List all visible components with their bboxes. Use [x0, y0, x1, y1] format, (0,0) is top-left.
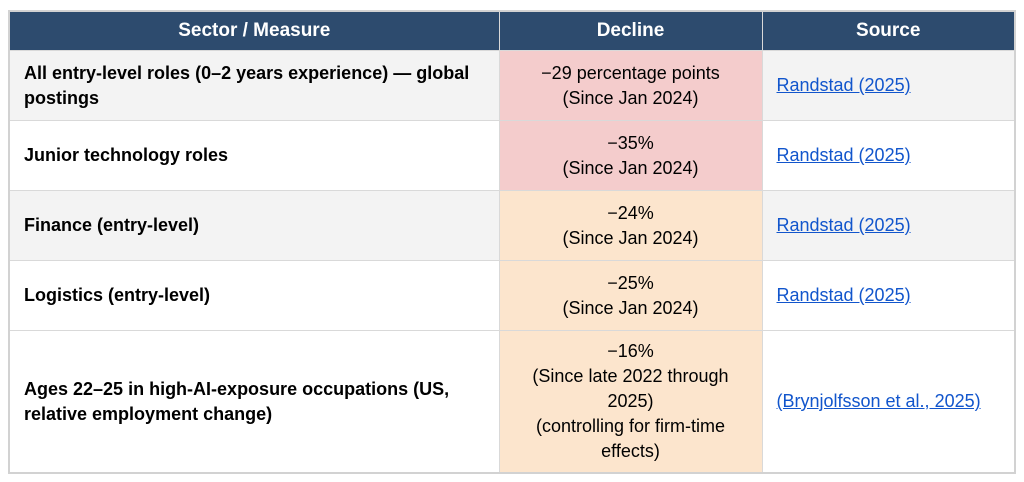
source-cell: Randstad (2025) — [761, 260, 1016, 331]
header-source: Source — [761, 10, 1016, 51]
sector-cell: Logistics (entry-level) — [8, 260, 500, 331]
decline-cell: −16% (Since late 2022 through 2025) (contr… — [498, 330, 763, 474]
table-row: Finance (entry-level) −24% (Since Jan 202… — [8, 190, 1016, 261]
decline-line: −35% — [607, 132, 654, 153]
decline-line: −29 percentage points — [541, 62, 720, 83]
source-cell: Randstad (2025) — [761, 190, 1016, 261]
sector-cell: All entry-level roles (0–2 years experie… — [8, 50, 500, 121]
header-sector-measure: Sector / Measure — [8, 10, 500, 51]
sector-cell: Finance (entry-level) — [8, 190, 500, 261]
sector-cell: Ages 22–25 in high-AI-exposure occupatio… — [8, 330, 500, 474]
decline-line: (Since Jan 2024) — [562, 297, 699, 318]
table-row: Junior technology roles −35% (Since Jan 2… — [8, 120, 1016, 191]
table-row: Logistics (entry-level) −25% (Since Jan 2… — [8, 260, 1016, 331]
source-link[interactable]: Randstad (2025) — [776, 145, 911, 165]
decline-line: −25% — [607, 272, 654, 293]
decline-line: −16% — [607, 341, 654, 361]
decline-line: (controlling for firm-time effects) — [535, 416, 726, 461]
source-link[interactable]: (Brynjolfsson et al., 2025) — [776, 391, 981, 411]
source-cell: (Brynjolfsson et al., 2025) — [761, 330, 1016, 474]
decline-cell: −29 percentage points (Since Jan 2024) — [498, 50, 763, 121]
sector-cell: Junior technology roles — [8, 120, 500, 191]
decline-cell: −24% (Since Jan 2024) — [498, 190, 763, 261]
decline-cell: −25% (Since Jan 2024) — [498, 260, 763, 331]
source-cell: Randstad (2025) — [761, 120, 1016, 191]
header-decline: Decline — [498, 10, 763, 51]
decline-line: (Since Jan 2024) — [562, 87, 699, 108]
decline-line: (Since Jan 2024) — [562, 157, 699, 178]
source-link[interactable]: Randstad (2025) — [776, 285, 911, 305]
table-header-row: Sector / Measure Decline Source — [8, 10, 1016, 51]
source-link[interactable]: Randstad (2025) — [776, 75, 911, 95]
decline-cell: −35% (Since Jan 2024) — [498, 120, 763, 191]
source-link[interactable]: Randstad (2025) — [776, 215, 911, 235]
table-row: Ages 22–25 in high-AI-exposure occupatio… — [8, 330, 1016, 474]
table-row: All entry-level roles (0–2 years experie… — [8, 50, 1016, 121]
source-cell: Randstad (2025) — [761, 50, 1016, 121]
decline-table: Sector / Measure Decline Source All entr… — [8, 10, 1016, 474]
decline-line: −24% — [607, 202, 654, 223]
decline-line: (Since Jan 2024) — [562, 227, 699, 248]
decline-line: (Since late 2022 through 2025) — [532, 366, 729, 411]
